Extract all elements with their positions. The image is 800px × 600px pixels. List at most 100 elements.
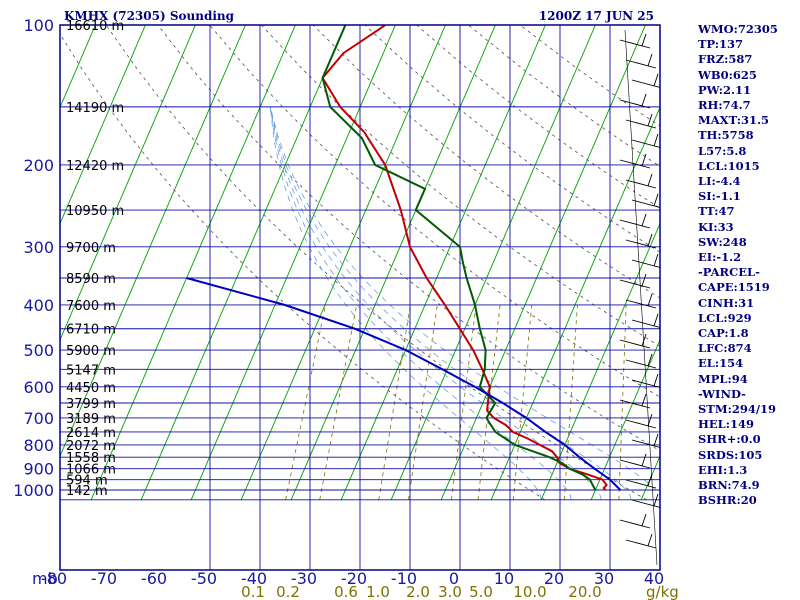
sounding-index: WB0:625 <box>698 67 757 82</box>
sounding-index: SW:248 <box>698 234 747 249</box>
wind-barb-flag <box>641 393 647 407</box>
pressure-tick-label: 100 <box>23 16 54 35</box>
sounding-indices-list: WMO:72305 TP:137 FRZ:587 WB0:625 PW:2.11 RH:7… <box>698 22 778 509</box>
temperature-tick-label: 0 <box>449 569 459 588</box>
wind-barb <box>619 459 651 469</box>
sounding-index: CAPE:1519 <box>698 280 770 295</box>
sounding-index: SRDS:105 <box>698 447 763 462</box>
height-label: 9700 m <box>66 241 116 256</box>
sounding-index: CAP:1.8 <box>698 326 749 341</box>
height-label: 2072 m <box>66 439 116 454</box>
wind-barb <box>625 119 657 129</box>
mixing-ratio-label: 1.0 <box>366 583 390 600</box>
wind-barb <box>631 319 660 328</box>
wind-barb-flag <box>641 93 647 107</box>
wind-barb <box>631 139 660 148</box>
sounding-index: LI:-4.4 <box>698 174 741 189</box>
parcel-line <box>186 277 622 491</box>
wind-barb <box>631 439 660 448</box>
temperature-tick-label: 30 <box>594 569 614 588</box>
sounding-index: -PARCEL- <box>698 265 760 280</box>
mixing-ratio-label: 0.2 <box>276 583 300 600</box>
height-label: 142 m <box>66 484 108 499</box>
mixing-ratio-label: 5.0 <box>469 583 493 600</box>
height-label: 5147 m <box>66 363 116 378</box>
wind-barb <box>625 419 657 429</box>
wind-barb <box>619 519 651 529</box>
height-label: 1558 m <box>66 451 116 466</box>
sounding-index: RH:74.7 <box>698 98 751 113</box>
sounding-index: PW:2.11 <box>698 82 752 97</box>
isotherm-line <box>290 25 496 501</box>
plot-border <box>59 24 661 571</box>
sounding-index: FRZ:587 <box>698 52 753 67</box>
mixing-ratio-line <box>512 304 533 500</box>
wind-barb-flag <box>641 213 647 227</box>
temperature-tick-label: -30 <box>291 569 317 588</box>
wind-barb-flag <box>653 493 659 507</box>
height-label: 16610 m <box>66 19 124 34</box>
wind-barb <box>619 39 651 49</box>
mixing-ratio-label: 2.0 <box>406 583 430 600</box>
height-label: 6710 m <box>66 323 116 338</box>
sounding-index: KI:33 <box>698 219 734 234</box>
mixing-ratio-label: 0.6 <box>334 583 358 600</box>
height-label: 8590 m <box>66 272 116 287</box>
sounding-index: TT:47 <box>698 204 735 219</box>
wind-barb <box>625 359 657 369</box>
sounding-index: EHI:1.3 <box>698 462 748 477</box>
dry-adiabat-line <box>364 25 660 253</box>
mixing-ratio-unit-label: g/kg <box>646 583 679 600</box>
wind-barb <box>619 339 651 349</box>
height-label: 12420 m <box>66 159 124 174</box>
mixing-ratio-label: 3.0 <box>438 583 462 600</box>
sounding-index: TP:137 <box>698 37 744 52</box>
height-label: 3799 m <box>66 397 116 412</box>
series-lines <box>186 25 622 491</box>
wind-barb <box>619 219 651 229</box>
temperature-tick-label: -50 <box>191 569 217 588</box>
sounding-index: MPL:94 <box>698 371 748 386</box>
wind-barb <box>625 179 657 189</box>
wind-barb-flag <box>647 53 653 67</box>
isotherm-line <box>340 25 546 501</box>
isotherm-line <box>240 25 446 501</box>
height-label: 2614 m <box>66 426 116 441</box>
wind-barb-flag <box>641 453 647 467</box>
x-tick-labels: -80 -70 -60 -50 -40 -30 -20 -10 0 10 20 30 40 <box>41 569 664 588</box>
height-label: 1066 m <box>66 463 116 478</box>
wind-barb <box>625 539 657 549</box>
height-label: 594 m <box>66 474 108 489</box>
wind-barb <box>625 239 657 249</box>
wind-barb-flag <box>641 153 647 167</box>
temperature-tick-label: 20 <box>544 569 564 588</box>
isotherm-line <box>60 25 96 109</box>
pressure-tick-label: 900 <box>23 460 54 479</box>
height-label: 14190 m <box>66 101 124 116</box>
wind-barb-flag <box>647 113 653 127</box>
height-label: 4450 m <box>66 381 116 396</box>
wind-barb <box>631 379 660 388</box>
wind-barb <box>631 79 660 88</box>
wind-barb <box>619 279 651 289</box>
wind-barb-flag <box>653 133 659 147</box>
mixing-ratio-line <box>477 304 501 500</box>
height-labels: 16610 m 14190 m 12420 m 10950 m 9700 m 8590 m… <box>66 19 124 499</box>
sounding-index: MAXT:31.5 <box>698 113 769 128</box>
y-tick-labels: 100 200 300 400 500 600 700 800 900 1000 <box>13 16 54 500</box>
pressure-tick-label: 500 <box>23 341 54 360</box>
wind-barb <box>625 299 657 309</box>
isotherm-line <box>490 106 660 501</box>
wind-barb <box>619 399 651 409</box>
wind-barb <box>631 499 660 508</box>
pressure-tick-label: 300 <box>23 238 54 257</box>
wind-barb-flag <box>641 513 647 527</box>
pressure-tick-label: 400 <box>23 296 54 315</box>
mixing-ratio-line <box>285 304 326 500</box>
wind-barb <box>631 199 660 208</box>
sounding-index: EL:154 <box>698 356 744 371</box>
pressure-tick-label: 600 <box>23 378 54 397</box>
wind-barb-flag <box>653 253 659 267</box>
wind-barb-flag <box>647 413 653 427</box>
height-label: 10950 m <box>66 204 124 219</box>
